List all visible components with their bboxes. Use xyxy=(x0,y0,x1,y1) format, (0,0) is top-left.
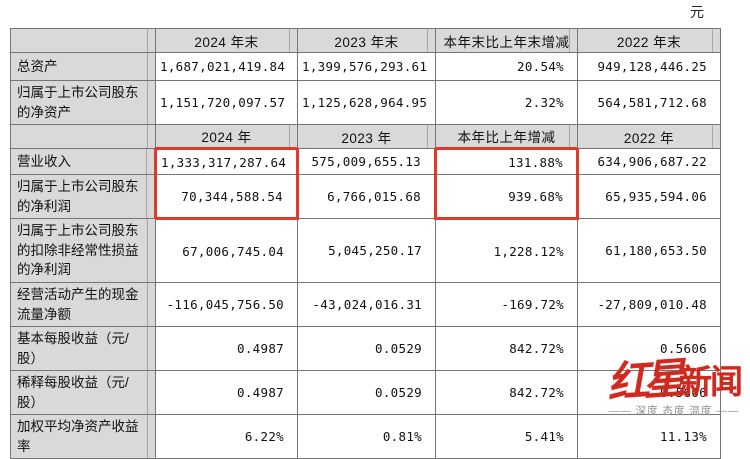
cell-value: 949,128,446.25 xyxy=(577,52,721,81)
row-label: 稀释每股收益（元/股） xyxy=(10,370,156,416)
cell-value-highlighted: 70,344,588.54 xyxy=(154,174,299,221)
cell-value: 61,180,653.50 xyxy=(577,218,721,283)
row-label: 归属于上市公司股东的扣除非经常性损益的净利润 xyxy=(10,218,156,283)
column-header-2022: 2022 年 xyxy=(577,124,721,150)
column-header-2024: 2024 年 xyxy=(155,124,298,150)
row-label: 基本每股收益（元/股） xyxy=(10,326,156,372)
cell-value: 842.72% xyxy=(435,326,578,372)
currency-unit-label: 元 xyxy=(690,4,704,20)
cell-value: 0.4987 xyxy=(155,326,298,372)
cell-value: -169.72% xyxy=(435,281,578,328)
cell-value-highlighted: 939.68% xyxy=(434,174,579,221)
column-header-empty xyxy=(10,28,156,53)
table-row-diluted-eps: 稀释每股收益（元/股） 0.4987 0.0529 842.72% 0.5606 xyxy=(10,370,721,416)
table-row-basic-eps: 基本每股收益（元/股） 0.4987 0.0529 842.72% 0.5606 xyxy=(10,326,721,372)
cell-value: 6,766,015.68 xyxy=(297,174,436,220)
column-header-empty xyxy=(10,124,156,150)
financial-report-page: 元 2024 年末 2023 年末 本年末比上年末增减 2022 年末 总资产 … xyxy=(10,4,743,459)
column-header-yoy: 本年比上年增减 xyxy=(435,124,578,150)
cell-value: 5.41% xyxy=(435,414,578,459)
table-row-net-assets: 归属于上市公司股东的净资产 1,151,720,097.57 1,125,628… xyxy=(10,79,721,126)
cell-value: 575,009,655.13 xyxy=(297,148,436,176)
column-header-2022-yearend: 2022 年末 xyxy=(577,28,721,53)
cell-value: 1,687,021,419.84 xyxy=(155,52,298,81)
cell-value: 1,228.12% xyxy=(435,218,578,283)
column-header-2023-yearend: 2023 年末 xyxy=(297,28,436,53)
cell-value: 842.72% xyxy=(435,370,578,416)
cell-value: 11.13% xyxy=(577,414,721,459)
table-row-net-profit: 归属于上市公司股东的净利润 70,344,588.54 6,766,015.68… xyxy=(10,174,721,221)
financial-results-table: 2024 年末 2023 年末 本年末比上年末增减 2022 年末 总资产 1,… xyxy=(10,28,721,459)
cell-value: 20.54% xyxy=(435,52,578,81)
column-header-2024-yearend: 2024 年末 xyxy=(155,28,298,53)
row-label: 营业收入 xyxy=(10,148,156,176)
cell-value: 634,906,687.22 xyxy=(577,148,721,176)
cell-value: 2.32% xyxy=(435,79,578,126)
row-label: 归属于上市公司股东的净资产 xyxy=(10,79,156,126)
cell-value: -116,045,756.50 xyxy=(155,281,298,328)
cell-value: 6.22% xyxy=(155,414,298,459)
table-row-net-profit-excl-nonrecurring: 归属于上市公司股东的扣除非经常性损益的净利润 67,006,745.04 5,0… xyxy=(10,218,721,283)
table-row-weighted-avg-roe: 加权平均净资产收益率 6.22% 0.81% 5.41% 11.13% xyxy=(10,414,721,459)
cell-value: 0.81% xyxy=(297,414,436,459)
cell-value: -43,024,016.31 xyxy=(297,281,436,328)
cell-value: 0.5606 xyxy=(577,326,721,372)
row-label: 归属于上市公司股东的净利润 xyxy=(10,174,156,220)
cell-value-highlighted: 131.88% xyxy=(434,147,579,176)
cell-value: 1,399,576,293.61 xyxy=(297,52,436,81)
table-row-total-assets: 总资产 1,687,021,419.84 1,399,576,293.61 20… xyxy=(10,52,721,81)
cell-value: 65,935,594.06 xyxy=(577,174,721,220)
cell-value: 0.0529 xyxy=(297,370,436,416)
cell-value: 1,151,720,097.57 xyxy=(155,79,298,126)
cell-value-highlighted: 1,333,317,287.64 xyxy=(154,147,299,176)
column-header-yoy-yearend: 本年末比上年末增减 xyxy=(435,28,578,53)
cell-value: 0.4987 xyxy=(155,370,298,416)
table-header-row-yearend: 2024 年末 2023 年末 本年末比上年末增减 2022 年末 xyxy=(10,28,721,53)
cell-value: 0.0529 xyxy=(297,326,436,372)
row-label: 经营活动产生的现金流量净额 xyxy=(10,281,156,328)
column-header-2023: 2023 年 xyxy=(297,124,436,150)
table-row-revenue: 营业收入 1,333,317,287.64 575,009,655.13 131… xyxy=(10,147,721,176)
row-label: 加权平均净资产收益率 xyxy=(10,414,156,459)
cell-value: 564,581,712.68 xyxy=(577,79,721,126)
table-header-row-annual: 2024 年 2023 年 本年比上年增减 2022 年 xyxy=(10,124,721,150)
cell-value: 5,045,250.17 xyxy=(297,218,436,283)
cell-value: 67,006,745.04 xyxy=(155,218,298,283)
row-label: 总资产 xyxy=(10,52,156,81)
cell-value: 0.5606 xyxy=(577,370,721,416)
cell-value: 1,125,628,964.95 xyxy=(297,79,436,126)
cell-value: -27,809,010.48 xyxy=(577,281,721,328)
table-row-operating-cash-flow: 经营活动产生的现金流量净额 -116,045,756.50 -43,024,01… xyxy=(10,281,721,328)
